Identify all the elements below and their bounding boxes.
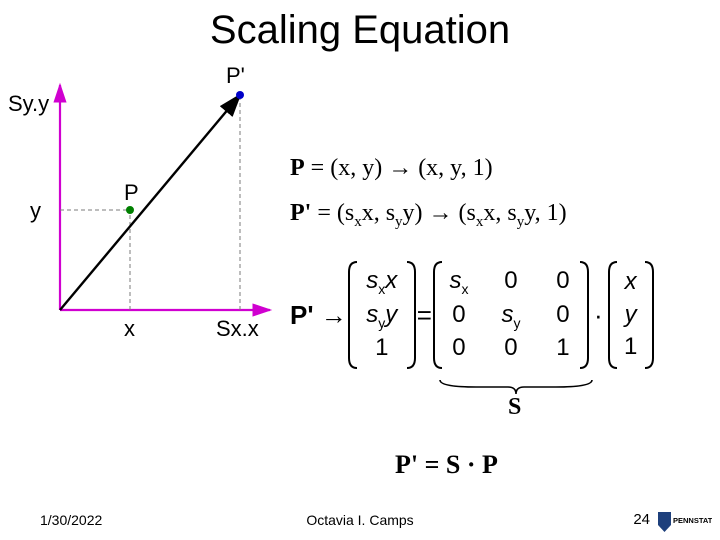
slide-title: Scaling Equation bbox=[0, 8, 720, 53]
equation-pprime: P' = (sxx, syy) → (sxx, syy, 1) bbox=[290, 200, 567, 231]
eq1-lhs: P bbox=[290, 155, 305, 181]
equation-final: P' = S · P bbox=[395, 450, 498, 480]
label-syy: Sy.y bbox=[8, 91, 49, 117]
vector-p-homog: x y 1 bbox=[607, 260, 655, 370]
svg-text:PENNSTATE: PENNSTATE bbox=[673, 516, 712, 525]
eq1-rest: = (x, y) → (x, y, 1) bbox=[305, 155, 493, 181]
label-sxx: Sx.x bbox=[216, 316, 259, 342]
label-pp: P' bbox=[226, 63, 245, 89]
footer-author: Octavia I. Camps bbox=[0, 512, 720, 528]
vector-pprime-homog: sxx syy 1 bbox=[347, 260, 417, 370]
pennstate-logo: PENNSTATE bbox=[658, 512, 712, 534]
matrix-equation: P' → sxx syy 1 = sx00 0sy0 001 bbox=[290, 260, 710, 440]
equation-p: P = (x, y) → (x, y, 1) bbox=[290, 155, 493, 182]
label-p: P bbox=[124, 180, 139, 206]
scaling-diagram: Sy.y y x Sx.x P P' bbox=[20, 60, 280, 320]
label-y: y bbox=[30, 198, 41, 224]
label-x: x bbox=[124, 316, 135, 342]
matrix-S: sx00 0sy0 001 bbox=[432, 260, 590, 370]
footer-page-number: 24 bbox=[633, 511, 650, 528]
eq2-lhs: P' bbox=[290, 200, 311, 226]
slide: Scaling Equation Sy.y y x Sx.x P P' P = … bbox=[0, 0, 720, 540]
matrix-S-label: S bbox=[508, 394, 521, 421]
diagram-svg bbox=[20, 60, 280, 360]
